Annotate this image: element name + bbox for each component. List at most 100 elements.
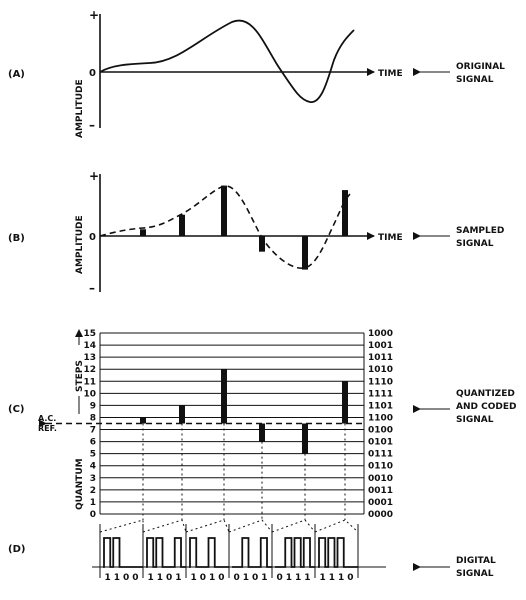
pulse-word — [103, 537, 143, 568]
step-label: 6 — [90, 438, 96, 448]
step-label: 13 — [83, 353, 96, 363]
guide-fan — [142, 519, 187, 533]
code-label: 0111 — [368, 450, 393, 460]
bit-label: 0 — [347, 573, 353, 583]
pulse-word — [146, 537, 186, 568]
sample-bars — [140, 185, 348, 270]
bit-label: 1 — [295, 573, 301, 583]
panel-c-caption-line2: AND CODED — [456, 402, 516, 412]
bit-label: 1 — [286, 573, 292, 583]
bit-label: 0 — [200, 573, 206, 583]
sample-bar — [179, 214, 185, 236]
step-label: 8 — [90, 413, 96, 423]
step-label: 2 — [90, 486, 96, 496]
code-label: 0101 — [368, 438, 393, 448]
bit-label: 1 — [209, 573, 215, 583]
step-label: 10 — [83, 389, 96, 399]
code-label: 1010 — [368, 365, 393, 375]
panel-b-plus-tick: + — [89, 169, 99, 183]
step-label: 9 — [90, 401, 96, 411]
panel-c-y-label-bottom: QUANTUM — [75, 458, 85, 510]
code-label: 1000 — [368, 329, 393, 339]
sampled-signal-envelope — [99, 185, 351, 269]
code-label: 0100 — [368, 426, 393, 436]
quantized-bar — [221, 369, 227, 424]
quantized-bar — [179, 405, 185, 424]
panel-b-caption-line2: SIGNAL — [456, 239, 494, 249]
panel-d-caption-line1: DIGITAL — [456, 556, 496, 566]
panel-c-tag: (C) — [8, 404, 24, 415]
guide-fan — [185, 519, 230, 533]
bit-label: 1 — [190, 573, 196, 583]
bit-label: 0 — [166, 573, 172, 583]
panel-a-plus-tick: + — [89, 8, 99, 22]
pulse-word — [232, 537, 272, 568]
code-labels: 1000 1001 1011 1010 1110 1111 1101 1100 0100 0101… — [368, 329, 393, 520]
code-label: 1100 — [368, 413, 393, 423]
bit-label: 1 — [304, 573, 310, 583]
panel-b-tag: (B) — [8, 233, 25, 244]
sample-bar — [342, 190, 348, 236]
sample-bar — [259, 236, 265, 252]
bit-label: 0 — [218, 573, 224, 583]
panel-a-caption-line1: ORIGINAL — [456, 62, 505, 72]
code-label: 1111 — [368, 389, 393, 399]
bit-label: 0 — [276, 573, 282, 583]
bit-label: 0 — [233, 573, 239, 583]
ac-ref-label-line2: REF. — [38, 424, 57, 433]
guide-fan — [314, 519, 359, 533]
quantization-grid — [99, 332, 365, 515]
step-label: 15 — [83, 329, 96, 339]
quantized-bar — [140, 417, 146, 424]
sample-bar — [302, 236, 308, 270]
guide-fan — [99, 519, 144, 533]
bit-label: 1 — [114, 573, 120, 583]
step-label: 4 — [90, 462, 96, 472]
step-label: 12 — [83, 365, 96, 375]
step-label: 7 — [90, 426, 96, 436]
code-label: 0110 — [368, 462, 393, 472]
panel-b-caption-line1: SAMPLED — [456, 226, 504, 236]
code-label: 0011 — [368, 486, 393, 496]
panel-b: (B) AMPLITUDE + 0 – TIME SAMPLED SIGNAL — [8, 169, 504, 295]
panel-d-tag: (D) — [8, 544, 25, 555]
panel-a-caption-line2: SIGNAL — [456, 75, 494, 85]
bit-label: 1 — [261, 573, 267, 583]
panel-b-zero-tick: 0 — [89, 232, 96, 243]
panel-c-caption-line3: SIGNAL — [456, 415, 494, 425]
code-label: 0001 — [368, 498, 393, 508]
code-label: 1101 — [368, 401, 393, 411]
panel-d-caption-line2: SIGNAL — [456, 569, 494, 579]
panel-a-y-label: AMPLITUDE — [75, 79, 85, 138]
step-label: 0 — [90, 510, 96, 520]
code-label: 1001 — [368, 341, 393, 351]
panel-c-caption-line1: QUANTIZED — [456, 389, 515, 399]
pulse-word — [189, 537, 229, 568]
bit-label: 1 — [243, 573, 249, 583]
step-label: 11 — [83, 377, 96, 387]
panel-a: (A) AMPLITUDE + 0 – TIME ORIGINAL SIGNAL — [8, 8, 505, 138]
panel-a-time-label: TIME — [378, 69, 403, 79]
panel-c: (C) STEPS QUANTUM A.C. REF. 151413121110… — [8, 329, 516, 520]
step-label: 1 — [90, 498, 96, 508]
panel-a-zero-tick: 0 — [89, 68, 96, 79]
code-label: 1011 — [368, 353, 393, 363]
pulse-word — [318, 537, 358, 568]
bit-label: 0 — [132, 573, 138, 583]
bit-label: 0 — [123, 573, 129, 583]
quantized-bars — [140, 369, 348, 454]
panel-c-y-label-top: STEPS — [75, 360, 85, 392]
guide-fan — [228, 519, 273, 533]
bit-label: 1 — [338, 573, 344, 583]
sample-bar — [140, 229, 146, 236]
pulse-word — [275, 537, 315, 568]
step-label: 5 — [90, 450, 96, 460]
ac-ref-label-line1: A.C. — [38, 414, 56, 423]
guide-fan — [271, 519, 316, 533]
sample-bar — [221, 185, 227, 236]
panel-b-y-label: AMPLITUDE — [75, 215, 85, 274]
step-label: 3 — [90, 474, 96, 484]
